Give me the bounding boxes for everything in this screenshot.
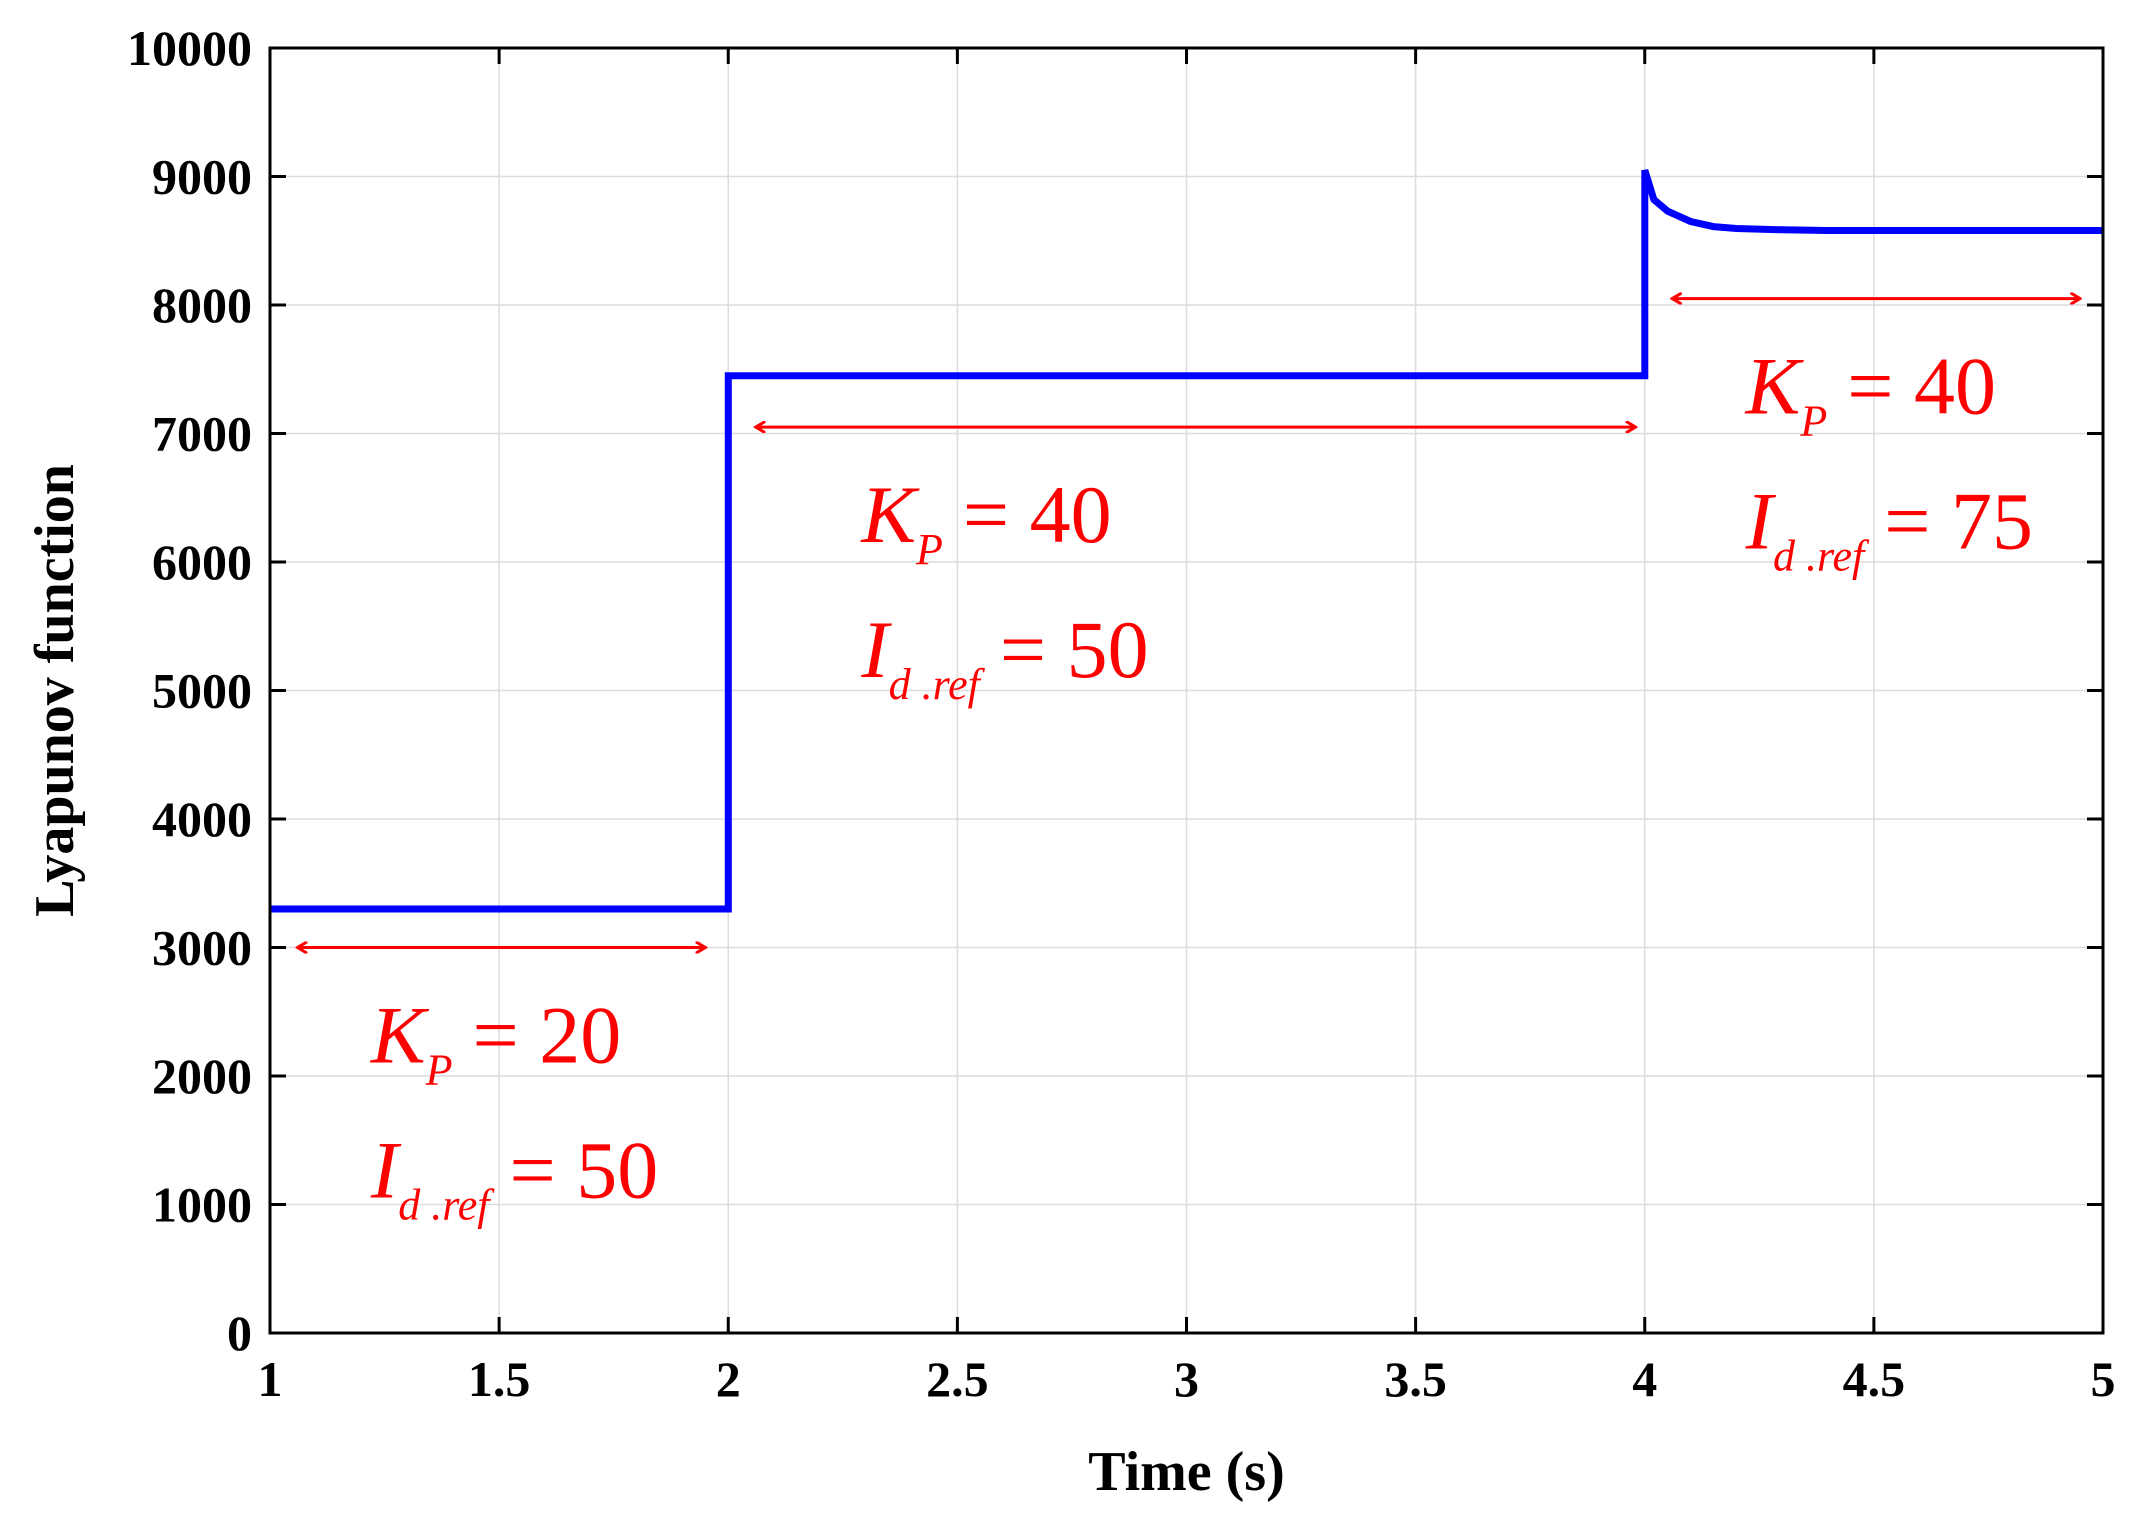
- kp-text: KP = 40: [1745, 341, 1996, 446]
- y-tick-label: 5000: [152, 663, 252, 719]
- id-ref-subscript: d .ref: [1773, 532, 1870, 581]
- series-layer: [270, 169, 2103, 913]
- y-tick-label: 6000: [152, 534, 252, 590]
- x-tick-label: 1.5: [468, 1351, 531, 1407]
- x-tick-label: 2: [716, 1351, 741, 1407]
- id-ref-value: = 75: [1884, 476, 2033, 567]
- x-tick-label: 3.5: [1384, 1351, 1447, 1407]
- kp-value: = 40: [963, 469, 1112, 560]
- y-tick-label: 2000: [152, 1048, 252, 1104]
- kp-text: KP = 40: [860, 469, 1111, 574]
- kp-value: = 20: [473, 990, 622, 1081]
- grid: [269, 47, 2104, 1334]
- id-ref-symbol: I: [370, 1125, 402, 1216]
- y-tick-label: 7000: [152, 406, 252, 462]
- annotation-group: KP = 40 Id .ref = 50: [756, 427, 1636, 709]
- x-tick-label: 3: [1174, 1351, 1199, 1407]
- y-tick-label: 4000: [152, 791, 252, 847]
- id-ref-text: Id .ref = 75: [1745, 476, 2033, 581]
- kp-subscript: P: [1799, 397, 1827, 446]
- annotation-group: KP = 40 Id .ref = 75: [1672, 299, 2080, 581]
- tick-marks: [268, 46, 2105, 1335]
- y-tick-label: 1000: [152, 1177, 252, 1233]
- x-axis-title: Time (s): [1088, 1441, 1285, 1503]
- id-ref-symbol: I: [860, 604, 892, 695]
- y-tick-labels: 0 1000 2000 3000 4000 5000 6000 7000 8000 9000 100…: [127, 20, 252, 1361]
- kp-subscript: P: [915, 525, 943, 574]
- x-tick-label: 4.5: [1843, 1351, 1906, 1407]
- id-ref-subscript: d .ref: [398, 1181, 495, 1230]
- y-tick-label: 3000: [152, 920, 252, 976]
- id-ref-subscript: d .ref: [889, 660, 986, 709]
- x-tick-label: 1: [258, 1351, 283, 1407]
- id-ref-value: = 50: [1000, 604, 1149, 695]
- annotation-group: KP = 20 Id .ref = 50: [297, 948, 705, 1230]
- id-ref-text: Id .ref = 50: [370, 1125, 658, 1230]
- x-tick-label: 4: [1632, 1351, 1657, 1407]
- x-tick-labels: 1 1.5 2 2.5 3 3.5 4 4.5 5: [258, 1351, 2116, 1407]
- y-tick-label: 8000: [152, 277, 252, 333]
- kp-text: KP = 20: [370, 990, 621, 1095]
- x-tick-label: 5: [2091, 1351, 2116, 1407]
- y-tick-label: 0: [227, 1305, 252, 1361]
- y-axis-title: Lyapunov function: [24, 464, 86, 917]
- y-tick-label: 10000: [127, 20, 252, 76]
- kp-symbol: K: [1745, 341, 1805, 432]
- kp-symbol: K: [370, 990, 430, 1081]
- series-line: [270, 169, 2103, 913]
- kp-subscript: P: [425, 1046, 453, 1095]
- id-ref-value: = 50: [509, 1125, 658, 1216]
- kp-value: = 40: [1847, 341, 1996, 432]
- id-ref-text: Id .ref = 50: [860, 604, 1148, 709]
- id-ref-symbol: I: [1745, 476, 1777, 567]
- kp-symbol: K: [860, 469, 920, 560]
- y-tick-label: 9000: [152, 149, 252, 205]
- x-tick-label: 2.5: [926, 1351, 989, 1407]
